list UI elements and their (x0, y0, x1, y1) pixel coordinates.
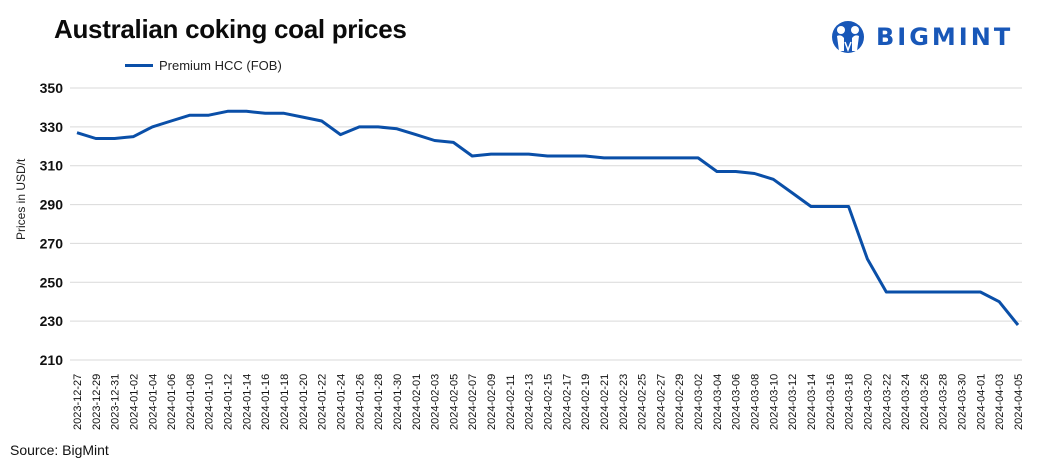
x-tick-label: 2024-02-15 (543, 374, 555, 430)
x-tick-label: 2024-01-12 (223, 374, 235, 430)
y-tick-label: 330 (40, 119, 64, 135)
x-tick-label: 2024-03-24 (900, 374, 912, 430)
x-tick-label: 2024-02-23 (618, 374, 630, 430)
x-tick-label: 2024-03-02 (693, 374, 705, 430)
x-tick-label: 2024-02-05 (448, 374, 460, 430)
x-tick-label: 2024-03-08 (750, 374, 762, 430)
x-tick-label: 2024-01-18 (279, 374, 291, 430)
x-tick-label: 2024-02-17 (561, 374, 573, 430)
x-tick-label: 2024-02-27 (655, 374, 667, 430)
x-tick-label: 2024-01-22 (317, 374, 329, 430)
logo-text: BIGMINT (876, 23, 1014, 51)
x-tick-label: 2024-03-30 (957, 374, 969, 430)
x-tick-label: 2024-03-28 (938, 374, 950, 430)
x-tick-label: 2024-01-28 (373, 374, 385, 430)
x-tick-label: 2024-02-13 (524, 374, 536, 430)
y-tick-label: 290 (40, 197, 64, 213)
x-tick-label: 2024-02-29 (674, 374, 686, 430)
x-tick-label: 2024-03-14 (806, 374, 818, 430)
x-tick-label: 2023-12-27 (72, 374, 84, 430)
x-tick-label: 2024-03-26 (919, 374, 931, 430)
x-tick-label: 2024-02-07 (467, 374, 479, 430)
x-tick-label: 2024-03-06 (731, 374, 743, 430)
x-tick-label: 2024-01-20 (298, 374, 310, 430)
y-tick-label: 270 (40, 235, 64, 251)
y-tick-label: 350 (40, 80, 64, 96)
x-tick-label: 2024-01-08 (185, 374, 197, 430)
x-tick-label: 2024-01-04 (147, 374, 159, 430)
x-tick-label: 2024-01-30 (392, 374, 404, 430)
chart-title: Australian coking coal prices (54, 14, 407, 44)
x-tick-label: 2024-03-12 (787, 374, 799, 430)
x-tick-label: 2024-04-01 (975, 374, 987, 430)
bigmint-people-icon (832, 21, 864, 53)
x-tick-label: 2024-04-05 (1013, 374, 1025, 430)
x-tick-label: 2024-03-16 (825, 374, 837, 430)
x-tick-label: 2024-02-19 (580, 374, 592, 430)
x-tick-label: 2023-12-29 (91, 374, 103, 430)
legend-label: Premium HCC (FOB) (159, 58, 282, 73)
x-tick-label: 2024-01-14 (241, 374, 253, 430)
chart-legend: Premium HCC (FOB) (125, 58, 282, 73)
x-tick-label: 2024-01-16 (260, 374, 272, 430)
x-tick-label: 2024-04-03 (994, 374, 1006, 430)
y-tick-label: 210 (40, 352, 64, 368)
x-tick-label: 2024-01-24 (335, 374, 347, 430)
y-tick-label: 230 (40, 313, 64, 329)
x-tick-label: 2024-03-20 (862, 374, 874, 430)
x-tick-label: 2024-02-03 (430, 374, 442, 430)
x-tick-label: 2024-02-25 (637, 374, 649, 430)
x-tick-label: 2024-01-26 (354, 374, 366, 430)
x-tick-label: 2024-03-04 (712, 374, 724, 430)
x-tick-label: 2024-01-06 (166, 374, 178, 430)
x-tick-label: 2024-02-11 (505, 375, 517, 430)
x-tick-label: 2024-02-01 (411, 374, 423, 430)
source-note: Source: BigMint (10, 442, 109, 458)
x-tick-label: 2023-12-31 (110, 374, 122, 430)
series-line-premium-hcc (76, 109, 1020, 326)
x-tick-label: 2024-03-22 (881, 374, 893, 430)
legend-line-swatch (125, 64, 153, 67)
x-tick-label: 2024-01-10 (204, 374, 216, 430)
x-tick-label: 2024-01-02 (128, 374, 140, 430)
x-tick-label: 2024-03-18 (844, 374, 856, 430)
x-tick-label: 2024-02-09 (486, 374, 498, 430)
y-tick-label: 310 (40, 158, 64, 174)
line-chart: 210 230 250 270 290 310 330 350 2023-12-27 2023-1… (40, 80, 1025, 430)
x-tick-label: 2024-03-10 (768, 374, 780, 430)
bigmint-logo: BIGMINT (830, 20, 1013, 54)
y-tick-label: 250 (40, 274, 64, 290)
x-tick-label: 2024-02-21 (599, 374, 611, 430)
